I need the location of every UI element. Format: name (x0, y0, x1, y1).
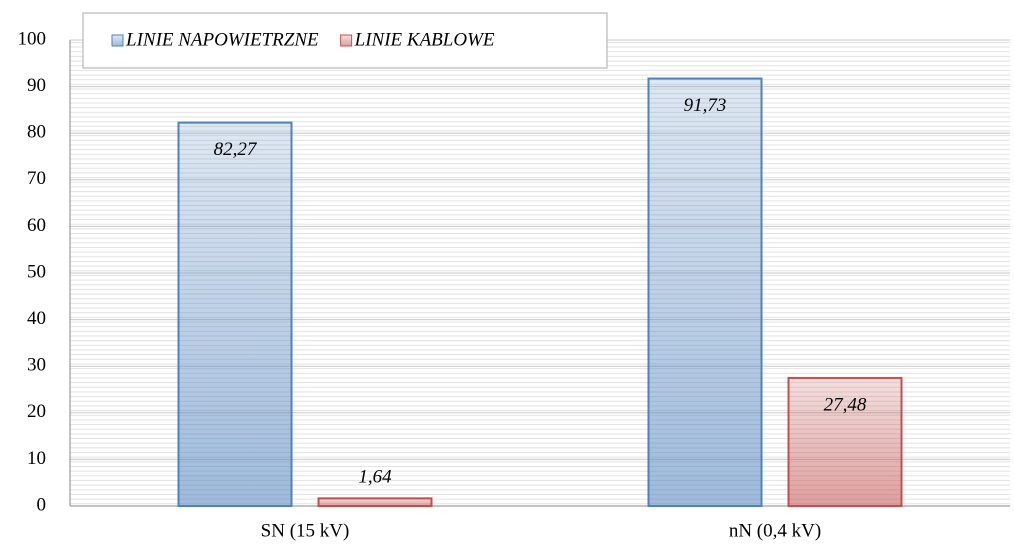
data-label: 27,48 (824, 394, 867, 415)
data-label: 91,73 (684, 95, 727, 116)
y-tick-label: 30 (27, 355, 46, 376)
legend: LINIE NAPOWIETRZNE LINIE KABLOWE (82, 12, 608, 69)
bar (647, 77, 763, 507)
y-tick-label: 60 (27, 215, 46, 236)
y-tick-label: 80 (27, 122, 46, 143)
y-tick-label: 90 (27, 75, 46, 96)
legend-swatch (111, 34, 124, 47)
y-tick-label: 20 (27, 401, 46, 422)
x-tick-label: SN (15 kV) (261, 520, 350, 541)
legend-label: LINIE NAPOWIETRZNE (125, 29, 319, 50)
bar (177, 121, 293, 508)
bar (787, 376, 903, 507)
legend-swatch (340, 34, 353, 47)
y-tick-label: 40 (27, 308, 46, 329)
legend-label: LINIE KABLOWE (354, 29, 495, 50)
y-tick-label: 0 (37, 494, 47, 515)
y-tick-label: 10 (27, 448, 46, 469)
bar (317, 497, 433, 508)
data-label: 1,64 (358, 467, 392, 488)
y-tick-label: 100 (18, 28, 47, 49)
data-label: 82,27 (214, 139, 258, 160)
y-tick-label: 50 (27, 261, 46, 282)
x-tick-label: nN (0,4 kV) (729, 520, 821, 541)
y-tick-label: 70 (27, 168, 46, 189)
